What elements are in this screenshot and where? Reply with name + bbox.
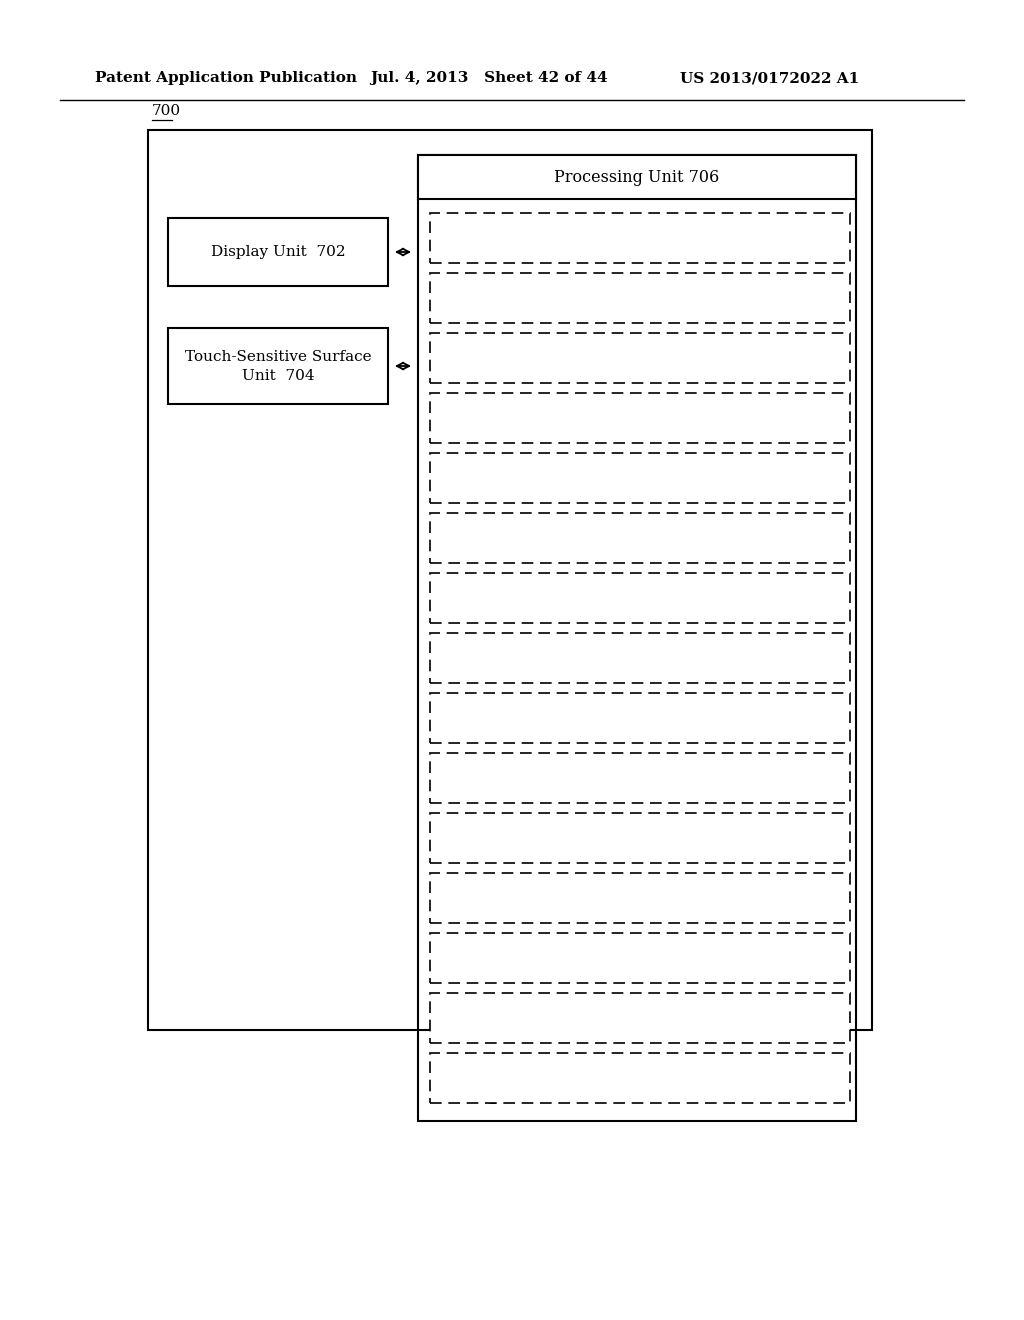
- Text: Determining unit 708: Determining unit 708: [560, 231, 720, 246]
- Text: Performing unit 722: Performing unit 722: [565, 651, 715, 665]
- Text: US 2013/0172022 A1: US 2013/0172022 A1: [680, 71, 859, 84]
- Text: Mode exiting unit 712: Mode exiting unit 712: [558, 351, 722, 366]
- Bar: [430, 873, 850, 923]
- Text: Display enabling unit 716: Display enabling unit 716: [545, 471, 735, 484]
- Text: Outputting unit 734: Outputting unit 734: [566, 1011, 714, 1026]
- Bar: [430, 693, 850, 743]
- Bar: [148, 129, 872, 1030]
- Text: Detecting unit 728: Detecting unit 728: [570, 832, 710, 845]
- Bar: [430, 993, 850, 1043]
- Text: Mode entering unit 714: Mode entering unit 714: [552, 411, 728, 425]
- Text: Visual distinction enabling unit 710: Visual distinction enabling unit 710: [508, 290, 772, 305]
- Text: Patent Application Publication: Patent Application Publication: [95, 71, 357, 84]
- Bar: [430, 1053, 850, 1104]
- Bar: [430, 273, 850, 323]
- Text: Touch-Sensitive Surface: Touch-Sensitive Surface: [184, 350, 372, 364]
- Text: Unit  704: Unit 704: [242, 370, 314, 383]
- Text: Foregoing unit 736: Foregoing unit 736: [568, 1071, 712, 1085]
- Bar: [430, 634, 850, 682]
- Text: Declining and logging unit 732: Declining and logging unit 732: [524, 950, 756, 965]
- Text: Figure 7: Figure 7: [466, 1086, 558, 1104]
- Text: Storing unit 726: Storing unit 726: [579, 771, 701, 785]
- Bar: [430, 453, 850, 503]
- Bar: [430, 933, 850, 983]
- Text: Processing Unit 706: Processing Unit 706: [554, 169, 720, 186]
- Bar: [418, 154, 856, 199]
- Text: Receiving unit 730: Receiving unit 730: [570, 891, 710, 906]
- Bar: [430, 752, 850, 803]
- Text: Replacing unit 718: Replacing unit 718: [569, 531, 711, 545]
- Bar: [168, 327, 388, 404]
- Text: Display ceasing unit 724: Display ceasing unit 724: [549, 711, 731, 725]
- Bar: [430, 573, 850, 623]
- Bar: [430, 393, 850, 444]
- Bar: [430, 813, 850, 863]
- Bar: [418, 154, 856, 1121]
- Bar: [430, 333, 850, 383]
- Text: Jul. 4, 2013   Sheet 42 of 44: Jul. 4, 2013 Sheet 42 of 44: [370, 71, 607, 84]
- Bar: [168, 218, 388, 286]
- Text: 700: 700: [152, 104, 181, 117]
- Bar: [430, 213, 850, 263]
- Text: Display Unit  702: Display Unit 702: [211, 246, 345, 259]
- Bar: [430, 513, 850, 564]
- Text: Ignoring unit 720: Ignoring unit 720: [574, 591, 706, 605]
